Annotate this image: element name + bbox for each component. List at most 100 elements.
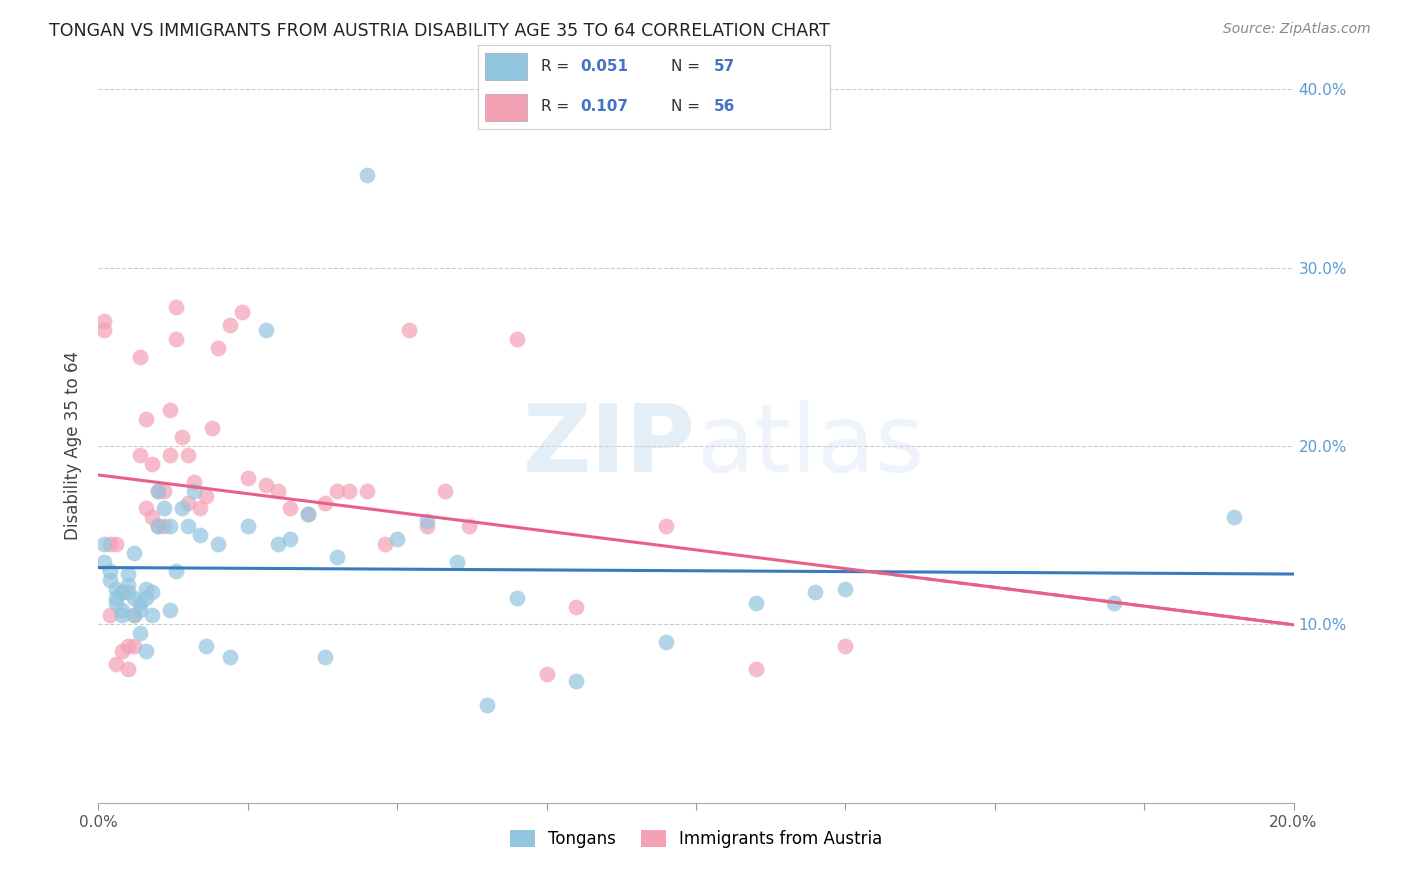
Point: [177, 448, 200, 462]
Point: [475, 698, 498, 712]
Point: [98, 537, 122, 551]
Point: [339, 483, 361, 498]
Point: [416, 519, 439, 533]
Point: [356, 483, 378, 498]
Point: [141, 585, 163, 599]
Point: [135, 591, 157, 605]
Point: [98, 564, 122, 578]
Point: [111, 603, 134, 617]
Point: [111, 585, 134, 599]
Point: [804, 585, 827, 599]
Point: [188, 528, 211, 542]
Point: [177, 519, 200, 533]
Text: 0.051: 0.051: [581, 59, 628, 74]
Point: [153, 519, 176, 533]
Point: [195, 639, 218, 653]
Point: [165, 332, 187, 346]
Point: [159, 519, 181, 533]
Point: [129, 603, 152, 617]
Point: [117, 639, 139, 653]
Point: [172, 501, 194, 516]
Point: [165, 564, 187, 578]
Point: [536, 667, 558, 681]
Point: [434, 483, 457, 498]
Point: [117, 585, 139, 599]
Point: [834, 582, 856, 596]
Point: [745, 662, 768, 676]
Text: Source: ZipAtlas.com: Source: ZipAtlas.com: [1223, 22, 1371, 37]
Point: [124, 608, 146, 623]
Point: [172, 430, 194, 444]
Point: [297, 507, 319, 521]
Point: [124, 546, 146, 560]
Point: [129, 448, 152, 462]
Point: [326, 549, 349, 564]
Point: [834, 639, 856, 653]
Point: [93, 323, 115, 337]
Y-axis label: Disability Age 35 to 64: Disability Age 35 to 64: [65, 351, 83, 541]
Point: [201, 421, 224, 435]
Point: [105, 596, 128, 610]
Text: 56: 56: [714, 98, 735, 113]
Point: [124, 639, 146, 653]
Point: [129, 626, 152, 640]
Point: [124, 608, 146, 623]
Point: [159, 448, 181, 462]
Point: [385, 532, 409, 546]
Point: [117, 567, 139, 582]
Point: [105, 582, 128, 596]
Point: [141, 457, 163, 471]
Point: [506, 591, 529, 605]
Point: [183, 475, 205, 489]
Point: [153, 483, 176, 498]
Point: [159, 403, 181, 417]
Point: [745, 596, 768, 610]
Point: [374, 537, 396, 551]
Text: 0.107: 0.107: [581, 98, 628, 113]
Point: [135, 644, 157, 658]
Text: R =: R =: [541, 59, 575, 74]
Point: [267, 483, 290, 498]
Point: [446, 555, 468, 569]
Point: [219, 649, 242, 664]
Bar: [485, 54, 527, 80]
Point: [135, 501, 157, 516]
Point: [148, 519, 170, 533]
Point: [398, 323, 420, 337]
Point: [254, 478, 277, 492]
Point: [315, 649, 337, 664]
Point: [98, 608, 122, 623]
Point: [148, 519, 170, 533]
Text: 57: 57: [714, 59, 735, 74]
Point: [655, 519, 678, 533]
Text: atlas: atlas: [696, 400, 924, 492]
Point: [135, 582, 157, 596]
Point: [326, 483, 349, 498]
Point: [1104, 596, 1126, 610]
Point: [231, 305, 253, 319]
Point: [254, 323, 277, 337]
Point: [565, 674, 588, 689]
Point: [148, 483, 170, 498]
Point: [207, 537, 229, 551]
Point: [236, 471, 259, 485]
Point: [655, 635, 678, 649]
Point: [105, 537, 128, 551]
Text: N =: N =: [672, 98, 706, 113]
Point: [195, 489, 218, 503]
Point: [148, 483, 170, 498]
Point: [416, 514, 439, 528]
Point: [129, 596, 152, 610]
Point: [278, 532, 301, 546]
Point: [135, 412, 157, 426]
Point: [1223, 510, 1246, 524]
Point: [124, 591, 146, 605]
Point: [129, 350, 152, 364]
Point: [117, 662, 139, 676]
Point: [111, 585, 134, 599]
Point: [105, 657, 128, 671]
Point: [267, 537, 290, 551]
Point: [278, 501, 301, 516]
Point: [219, 318, 242, 332]
Text: ZIP: ZIP: [523, 400, 696, 492]
